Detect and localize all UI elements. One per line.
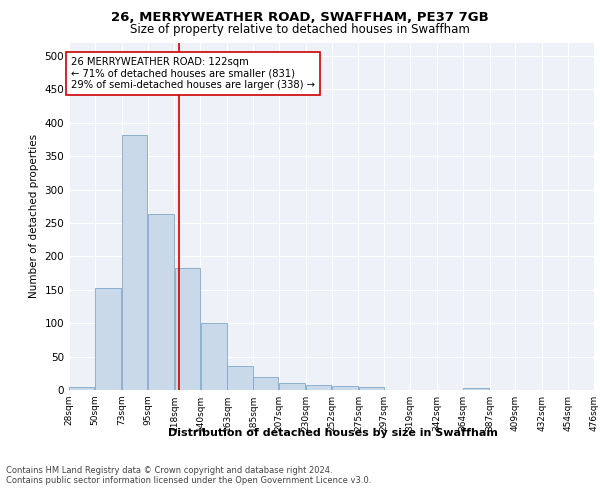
Bar [227,366,253,390]
Bar [122,136,147,390]
Text: 26, MERRYWEATHER ROAD, SWAFFHAM, PE37 7GB: 26, MERRYWEATHER ROAD, SWAFFHAM, PE37 7G… [111,11,489,24]
Bar [279,384,305,390]
Bar [306,384,331,390]
Bar [148,214,174,390]
Bar [175,268,200,390]
Text: Contains public sector information licensed under the Open Government Licence v3: Contains public sector information licen… [6,476,371,485]
Bar [253,376,278,390]
Bar [332,386,358,390]
Text: Size of property relative to detached houses in Swaffham: Size of property relative to detached ho… [130,22,470,36]
Bar [463,388,490,390]
Text: 26 MERRYWEATHER ROAD: 122sqm
← 71% of detached houses are smaller (831)
29% of s: 26 MERRYWEATHER ROAD: 122sqm ← 71% of de… [71,57,316,90]
Y-axis label: Number of detached properties: Number of detached properties [29,134,39,298]
Text: Contains HM Land Registry data © Crown copyright and database right 2024.: Contains HM Land Registry data © Crown c… [6,466,332,475]
Bar [69,386,94,390]
Bar [200,323,227,390]
Bar [359,388,384,390]
Text: Distribution of detached houses by size in Swaffham: Distribution of detached houses by size … [168,428,498,438]
Bar [95,288,121,390]
